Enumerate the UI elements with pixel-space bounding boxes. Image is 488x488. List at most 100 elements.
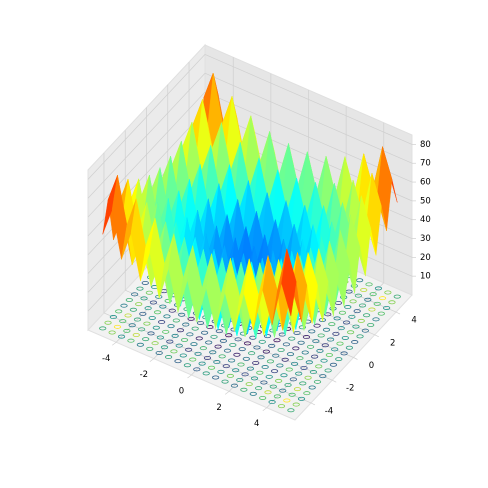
- contour-ring: [175, 343, 183, 348]
- contour-ring: [273, 338, 281, 343]
- contour-ring: [141, 280, 149, 285]
- contour-ring: [290, 361, 299, 366]
- contour-ring: [217, 369, 225, 374]
- y-tick-label: 4: [411, 316, 416, 326]
- contour-ring: [210, 334, 218, 339]
- contour-ring: [288, 392, 296, 397]
- contour-ring: [321, 343, 329, 348]
- contour-ring: [344, 305, 352, 310]
- contour-ring: [104, 320, 112, 325]
- contour-ring: [223, 348, 232, 353]
- contour-ring: [115, 309, 123, 314]
- contour-ring: [225, 333, 233, 338]
- tick-mark: [112, 341, 117, 346]
- contour-ring: [345, 345, 354, 350]
- contour-ring: [176, 328, 185, 333]
- contour-ring: [136, 342, 144, 347]
- contour-ring: [229, 342, 237, 347]
- contour-ring: [151, 341, 159, 346]
- x-tick-label: -2: [140, 370, 148, 380]
- contour-ring: [242, 356, 250, 361]
- tick-mark: [262, 407, 267, 412]
- contour-ring: [298, 325, 306, 330]
- contour-ring: [284, 382, 292, 387]
- contour-ring: [301, 350, 309, 355]
- z-tick-label: 70: [420, 159, 431, 169]
- tick-mark: [224, 391, 230, 395]
- contour-ring: [146, 346, 154, 351]
- contour-ring: [377, 311, 385, 316]
- contour-ring: [305, 360, 313, 365]
- grid-line: [87, 72, 206, 199]
- x-tick-label: 0: [179, 387, 184, 397]
- contour-ring: [129, 307, 138, 312]
- contour-ring: [270, 369, 279, 374]
- contour-ring: [152, 325, 160, 330]
- contour-ring: [357, 318, 365, 323]
- x-tick-label: -4: [102, 354, 110, 364]
- contour-ring: [250, 376, 259, 381]
- contour-ring: [158, 320, 166, 325]
- tick-mark: [187, 374, 192, 379]
- contour-ring: [384, 290, 392, 295]
- contour-ring: [320, 358, 328, 363]
- contour-ring: [337, 326, 345, 331]
- contour-ring: [238, 347, 246, 352]
- contour-ring: [333, 316, 341, 321]
- contour-ring: [292, 346, 300, 351]
- contour-ring: [240, 387, 248, 392]
- contour-ring: [316, 348, 324, 353]
- contour-ring: [236, 377, 244, 382]
- contour-ring: [124, 313, 132, 318]
- contour-ring: [374, 286, 383, 291]
- contour-ring: [324, 368, 332, 373]
- contour-ring: [280, 373, 288, 378]
- contour-ring: [191, 326, 199, 331]
- contour-ring: [304, 375, 312, 380]
- contour-ring: [166, 339, 174, 344]
- contour-ring: [99, 326, 107, 331]
- contour-ring: [348, 314, 356, 319]
- contour-ring: [179, 353, 187, 358]
- contour-ring: [368, 307, 376, 312]
- z-tick-label: 40: [420, 215, 431, 225]
- contour-ring: [212, 375, 220, 380]
- contour-ring: [209, 350, 217, 355]
- contour-ring: [127, 338, 135, 343]
- contour-ring: [393, 294, 401, 299]
- contour-ring: [272, 353, 280, 358]
- contour-ring: [347, 330, 355, 335]
- contour-ring: [264, 390, 272, 395]
- contour-ring: [293, 330, 301, 335]
- contour-ring: [168, 308, 176, 313]
- y-tick-label: -2: [346, 384, 354, 394]
- contour-ring: [361, 328, 369, 333]
- contour-ring: [353, 309, 361, 314]
- contour-ring: [261, 365, 269, 370]
- contour-ring: [145, 290, 153, 295]
- contour-ring: [253, 345, 261, 350]
- contour-ring: [329, 362, 338, 367]
- contour-ring: [153, 310, 162, 315]
- contour-ring: [319, 374, 327, 379]
- contour-ring: [140, 296, 148, 301]
- y-tick-label: 2: [390, 338, 395, 348]
- contour-ring: [170, 349, 178, 354]
- z-tick-label: 20: [420, 253, 431, 263]
- contour-ring: [342, 320, 351, 325]
- contour-ring: [144, 306, 152, 311]
- contour-ring: [263, 334, 272, 339]
- contour-ring: [313, 323, 321, 328]
- contour-ring: [369, 292, 377, 297]
- contour-ring: [378, 296, 387, 301]
- contour-ring: [136, 286, 144, 291]
- contour-ring: [258, 339, 266, 344]
- contour-ring: [372, 317, 380, 322]
- contour-ring: [282, 342, 291, 347]
- contour-ring: [185, 347, 193, 352]
- contour-ring: [148, 315, 156, 320]
- contour-ring: [303, 391, 311, 396]
- contour-ring: [367, 322, 375, 327]
- contour-ring: [306, 344, 315, 349]
- contour-ring: [246, 366, 255, 371]
